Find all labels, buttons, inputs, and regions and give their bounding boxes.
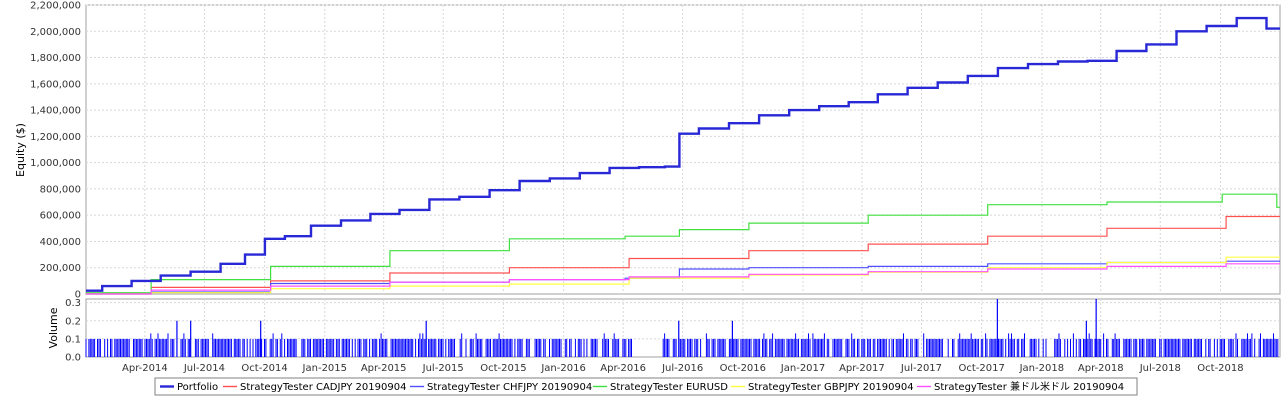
x-tick-label: Apr-2017 [839, 363, 885, 374]
equity-y-tick-label: 1,600,000 [30, 79, 81, 90]
series-line-strategytester-cadjpy-20190904 [86, 215, 1280, 294]
x-tick-label: Oct-2014 [241, 363, 287, 374]
x-tick-label: Jul-2014 [183, 363, 225, 374]
series-line-portfolio [86, 16, 1280, 292]
equity-y-axis-label: Equity ($) [14, 123, 27, 177]
volume-bars [85, 299, 1279, 357]
x-tick-label: Oct-2016 [720, 363, 766, 374]
volume-y-axis-label: Volume [47, 307, 60, 348]
x-tick-label: Apr-2014 [122, 363, 168, 374]
equity-y-tick-label: 400,000 [40, 237, 81, 248]
x-tick-label: Oct-2015 [480, 363, 526, 374]
equity-y-tick-label: 200,000 [40, 263, 81, 274]
legend-label: StrategyTester EURUSD [610, 382, 728, 393]
x-tick-label: Jan-2018 [1019, 363, 1064, 374]
volume-y-tick-label: 0.2 [65, 316, 81, 327]
x-tick-label: Jul-2018 [1139, 363, 1181, 374]
series-line-strategytester-eurusd [86, 193, 1280, 294]
equity-y-tick-label: 600,000 [40, 211, 81, 222]
equity-y-tick-label: 800,000 [40, 184, 81, 195]
equity-y-tick-label: 1,800,000 [30, 53, 81, 64]
legend-label: Portfolio [177, 382, 218, 393]
series-line-strategytester-20190904 [86, 263, 1280, 295]
equity-y-tick-label: 0 [75, 290, 81, 301]
volume-y-tick-label: 0.1 [65, 334, 81, 345]
x-tick-label: Jul-2015 [422, 363, 464, 374]
x-axis-ticks: Apr-2014 Jul-2014 Oct-2014 Jan-2015 Apr-2015… [122, 363, 1244, 374]
x-tick-label: Apr-2018 [1078, 363, 1124, 374]
x-tick-label: Jul-2017 [900, 363, 942, 374]
x-tick-label: Jan-2015 [302, 363, 347, 374]
legend-label: StrategyTester GBPJPY 20190904 [748, 382, 914, 393]
legend-label: StrategyTester CHFJPY 20190904 [427, 382, 592, 393]
x-tick-label: Oct-2018 [1197, 363, 1243, 374]
equity-y-ticks: 0 200,000 400,000 600,000 800,000 1,000,000 1,… [30, 1, 81, 301]
x-tick-label: Jul-2016 [661, 363, 703, 374]
equity-series [86, 16, 1280, 295]
volume-y-tick-label: 0.3 [65, 298, 81, 309]
legend-label: StrategyTester 兼ドル米ドル 20190904 [934, 380, 1124, 393]
equity-y-tick-label: 1,200,000 [30, 132, 81, 143]
x-tick-label: Oct-2017 [958, 363, 1004, 374]
equity-y-tick-label: 1,000,000 [30, 158, 81, 169]
legend-box [154, 377, 1138, 396]
x-tick-label: Jan-2016 [540, 363, 585, 374]
equity-y-tick-label: 2,000,000 [30, 27, 81, 38]
legend: Portfolio StrategyTester CADJPY 20190904 S… [160, 380, 1124, 393]
x-tick-label: Apr-2015 [361, 363, 407, 374]
equity-y-tick-label: 2,200,000 [30, 1, 81, 12]
legend-label: StrategyTester CADJPY 20190904 [240, 382, 406, 393]
equity-gridlines [86, 4, 1280, 294]
volume-y-tick-label: 0.0 [65, 353, 81, 364]
volume-y-ticks: 0.0 0.1 0.2 0.3 [65, 298, 81, 363]
equity-y-tick-label: 1,400,000 [30, 106, 81, 117]
x-tick-label: Jan-2017 [780, 363, 825, 374]
series-line-strategytester-chfjpy-20190904 [86, 260, 1280, 295]
x-tick-label: Apr-2016 [600, 363, 646, 374]
